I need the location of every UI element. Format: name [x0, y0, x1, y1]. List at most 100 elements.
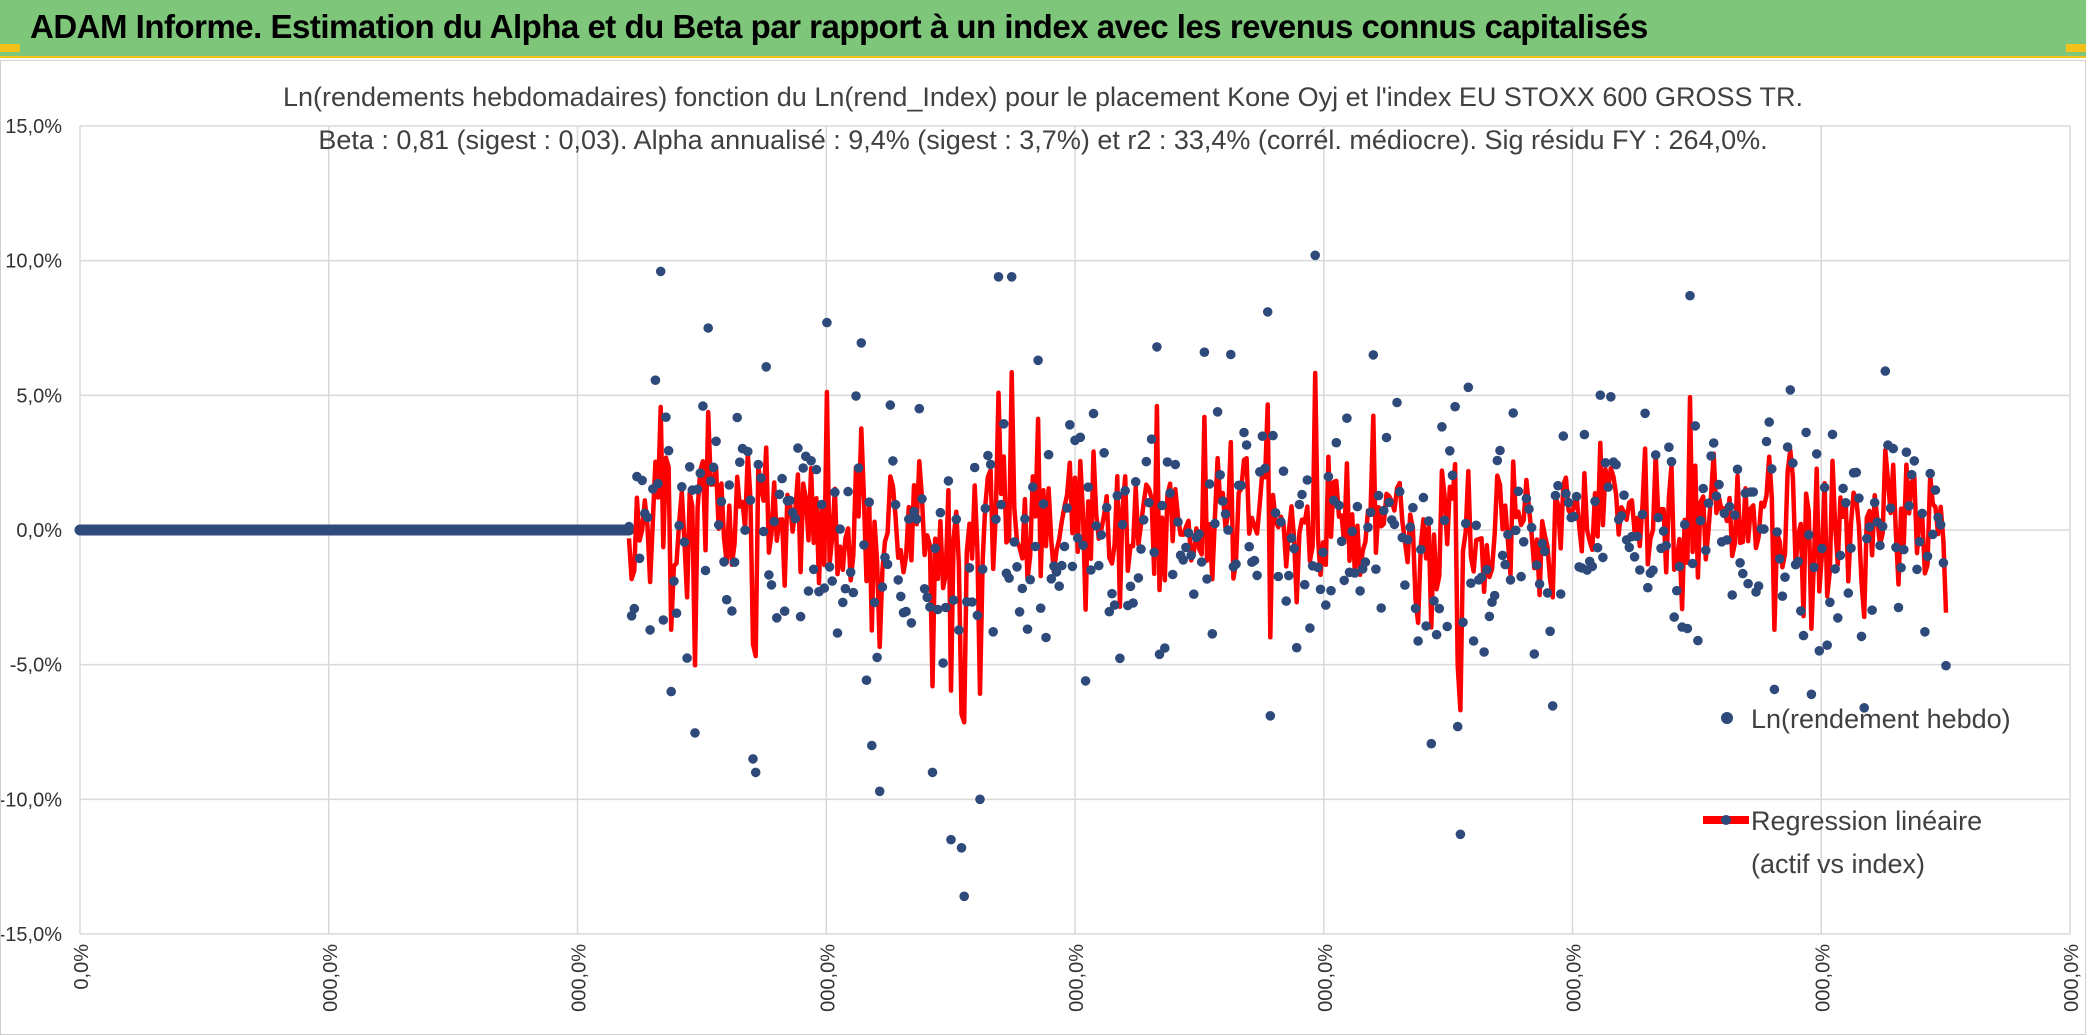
scatter-point [700, 565, 711, 576]
scatter-point [1408, 502, 1418, 513]
scatter-point [1096, 530, 1107, 540]
scatter-point [1014, 607, 1025, 617]
x-tick-label: 0,0% [71, 944, 93, 990]
scatter-point [1078, 540, 1088, 551]
scatter-point [1223, 525, 1233, 535]
scatter-point [1460, 518, 1471, 529]
scatter-point [1268, 430, 1278, 441]
scatter-point [816, 499, 827, 510]
scatter-point [1513, 486, 1524, 497]
scatter-point [1416, 544, 1426, 555]
scatter-point [1130, 477, 1141, 487]
scatter-point [861, 675, 872, 685]
scatter-point [1893, 602, 1904, 613]
scatter-point [1606, 392, 1616, 402]
scatter-point [1658, 526, 1669, 536]
scatter-point [1194, 529, 1204, 539]
scatter-point [917, 494, 927, 504]
scatter-point [1859, 703, 1869, 713]
scatter-point [1199, 347, 1210, 358]
scatter-point [1867, 605, 1877, 615]
scatter-point [1534, 579, 1545, 589]
scatter-point [1065, 420, 1075, 430]
scatter-point [954, 625, 964, 635]
scatter-point [1215, 470, 1225, 480]
scatter-point [1635, 565, 1645, 575]
scatter-point [1437, 422, 1447, 432]
scatter-point [1080, 676, 1091, 686]
scatter-point [914, 403, 925, 414]
scatter-point [1210, 518, 1220, 529]
scatter-point [1410, 603, 1421, 614]
scatter-point [1542, 588, 1553, 598]
scatter-point [1260, 463, 1270, 474]
scatter-point [729, 557, 740, 567]
scatter-point [1904, 501, 1914, 511]
scatter-point [1299, 579, 1310, 590]
scatter-point [999, 419, 1009, 429]
scatter-point [1782, 442, 1793, 452]
scatter-point [1342, 413, 1352, 424]
scatter-point [1661, 540, 1671, 551]
scatter-point [1202, 574, 1212, 584]
scatter-point [1759, 524, 1769, 534]
scatter-point [779, 606, 790, 616]
scatter-point [1059, 541, 1070, 552]
scatter-point [1339, 575, 1349, 586]
scatter-point [1157, 500, 1167, 511]
scatter-point [1413, 636, 1423, 646]
scatter-point [650, 375, 661, 386]
scatter-point [1181, 542, 1191, 553]
scatter-point [1732, 464, 1743, 475]
scatter-point [677, 482, 687, 492]
header-bar: ADAM Informe. Estimation du Alpha et du … [0, 0, 2086, 58]
scatter-point [1004, 573, 1014, 583]
scatter-point [1450, 401, 1460, 412]
scatter-point [1579, 429, 1590, 440]
scatter-point [637, 475, 647, 486]
scatter-point [1561, 488, 1571, 499]
scatter-point [626, 611, 637, 621]
scatter-point [1511, 525, 1521, 536]
scatter-point [1616, 511, 1627, 521]
scatter-point [679, 537, 690, 547]
scatter-point [991, 514, 1001, 524]
scatter-point [1458, 617, 1468, 628]
scatter-point [1767, 464, 1777, 474]
scatter-point [1075, 432, 1086, 443]
scatter-point [732, 412, 742, 423]
scatter-point [1046, 574, 1057, 584]
scatter-point [1730, 510, 1740, 520]
scatter-point [859, 540, 869, 550]
scatter-point [864, 497, 874, 508]
scatter-point [798, 463, 808, 473]
scatter-point [1550, 490, 1561, 501]
scatter-point [811, 464, 822, 475]
scatter-point [993, 272, 1004, 282]
scatter-point [1516, 571, 1526, 582]
scatter-point [1020, 514, 1030, 524]
scatter-point [1183, 528, 1194, 538]
scatter-point [1249, 555, 1260, 566]
scatter-point [1286, 533, 1297, 543]
x-tick-label: 000,0% [569, 944, 591, 1012]
scatter-point [790, 513, 801, 524]
scatter-point [1724, 501, 1735, 512]
scatter-point [943, 476, 954, 486]
scatter-point [1091, 521, 1101, 531]
scatter-point [753, 459, 764, 470]
legend-line-label-2: (actif vs index) [1751, 849, 1925, 879]
scatter-point [940, 602, 951, 613]
scatter-point [832, 628, 843, 638]
scatter-point [1529, 649, 1540, 659]
scatter-point [1236, 480, 1247, 491]
scatter-point [882, 559, 893, 570]
scatter-point [1648, 565, 1658, 575]
scatter-point [1637, 509, 1648, 520]
scatter-point [872, 652, 882, 663]
scatter-point [935, 507, 946, 518]
scatter-point [1133, 573, 1144, 583]
scatter-point [1149, 547, 1159, 558]
scatter-point [727, 606, 737, 616]
scatter-point [1806, 689, 1817, 700]
